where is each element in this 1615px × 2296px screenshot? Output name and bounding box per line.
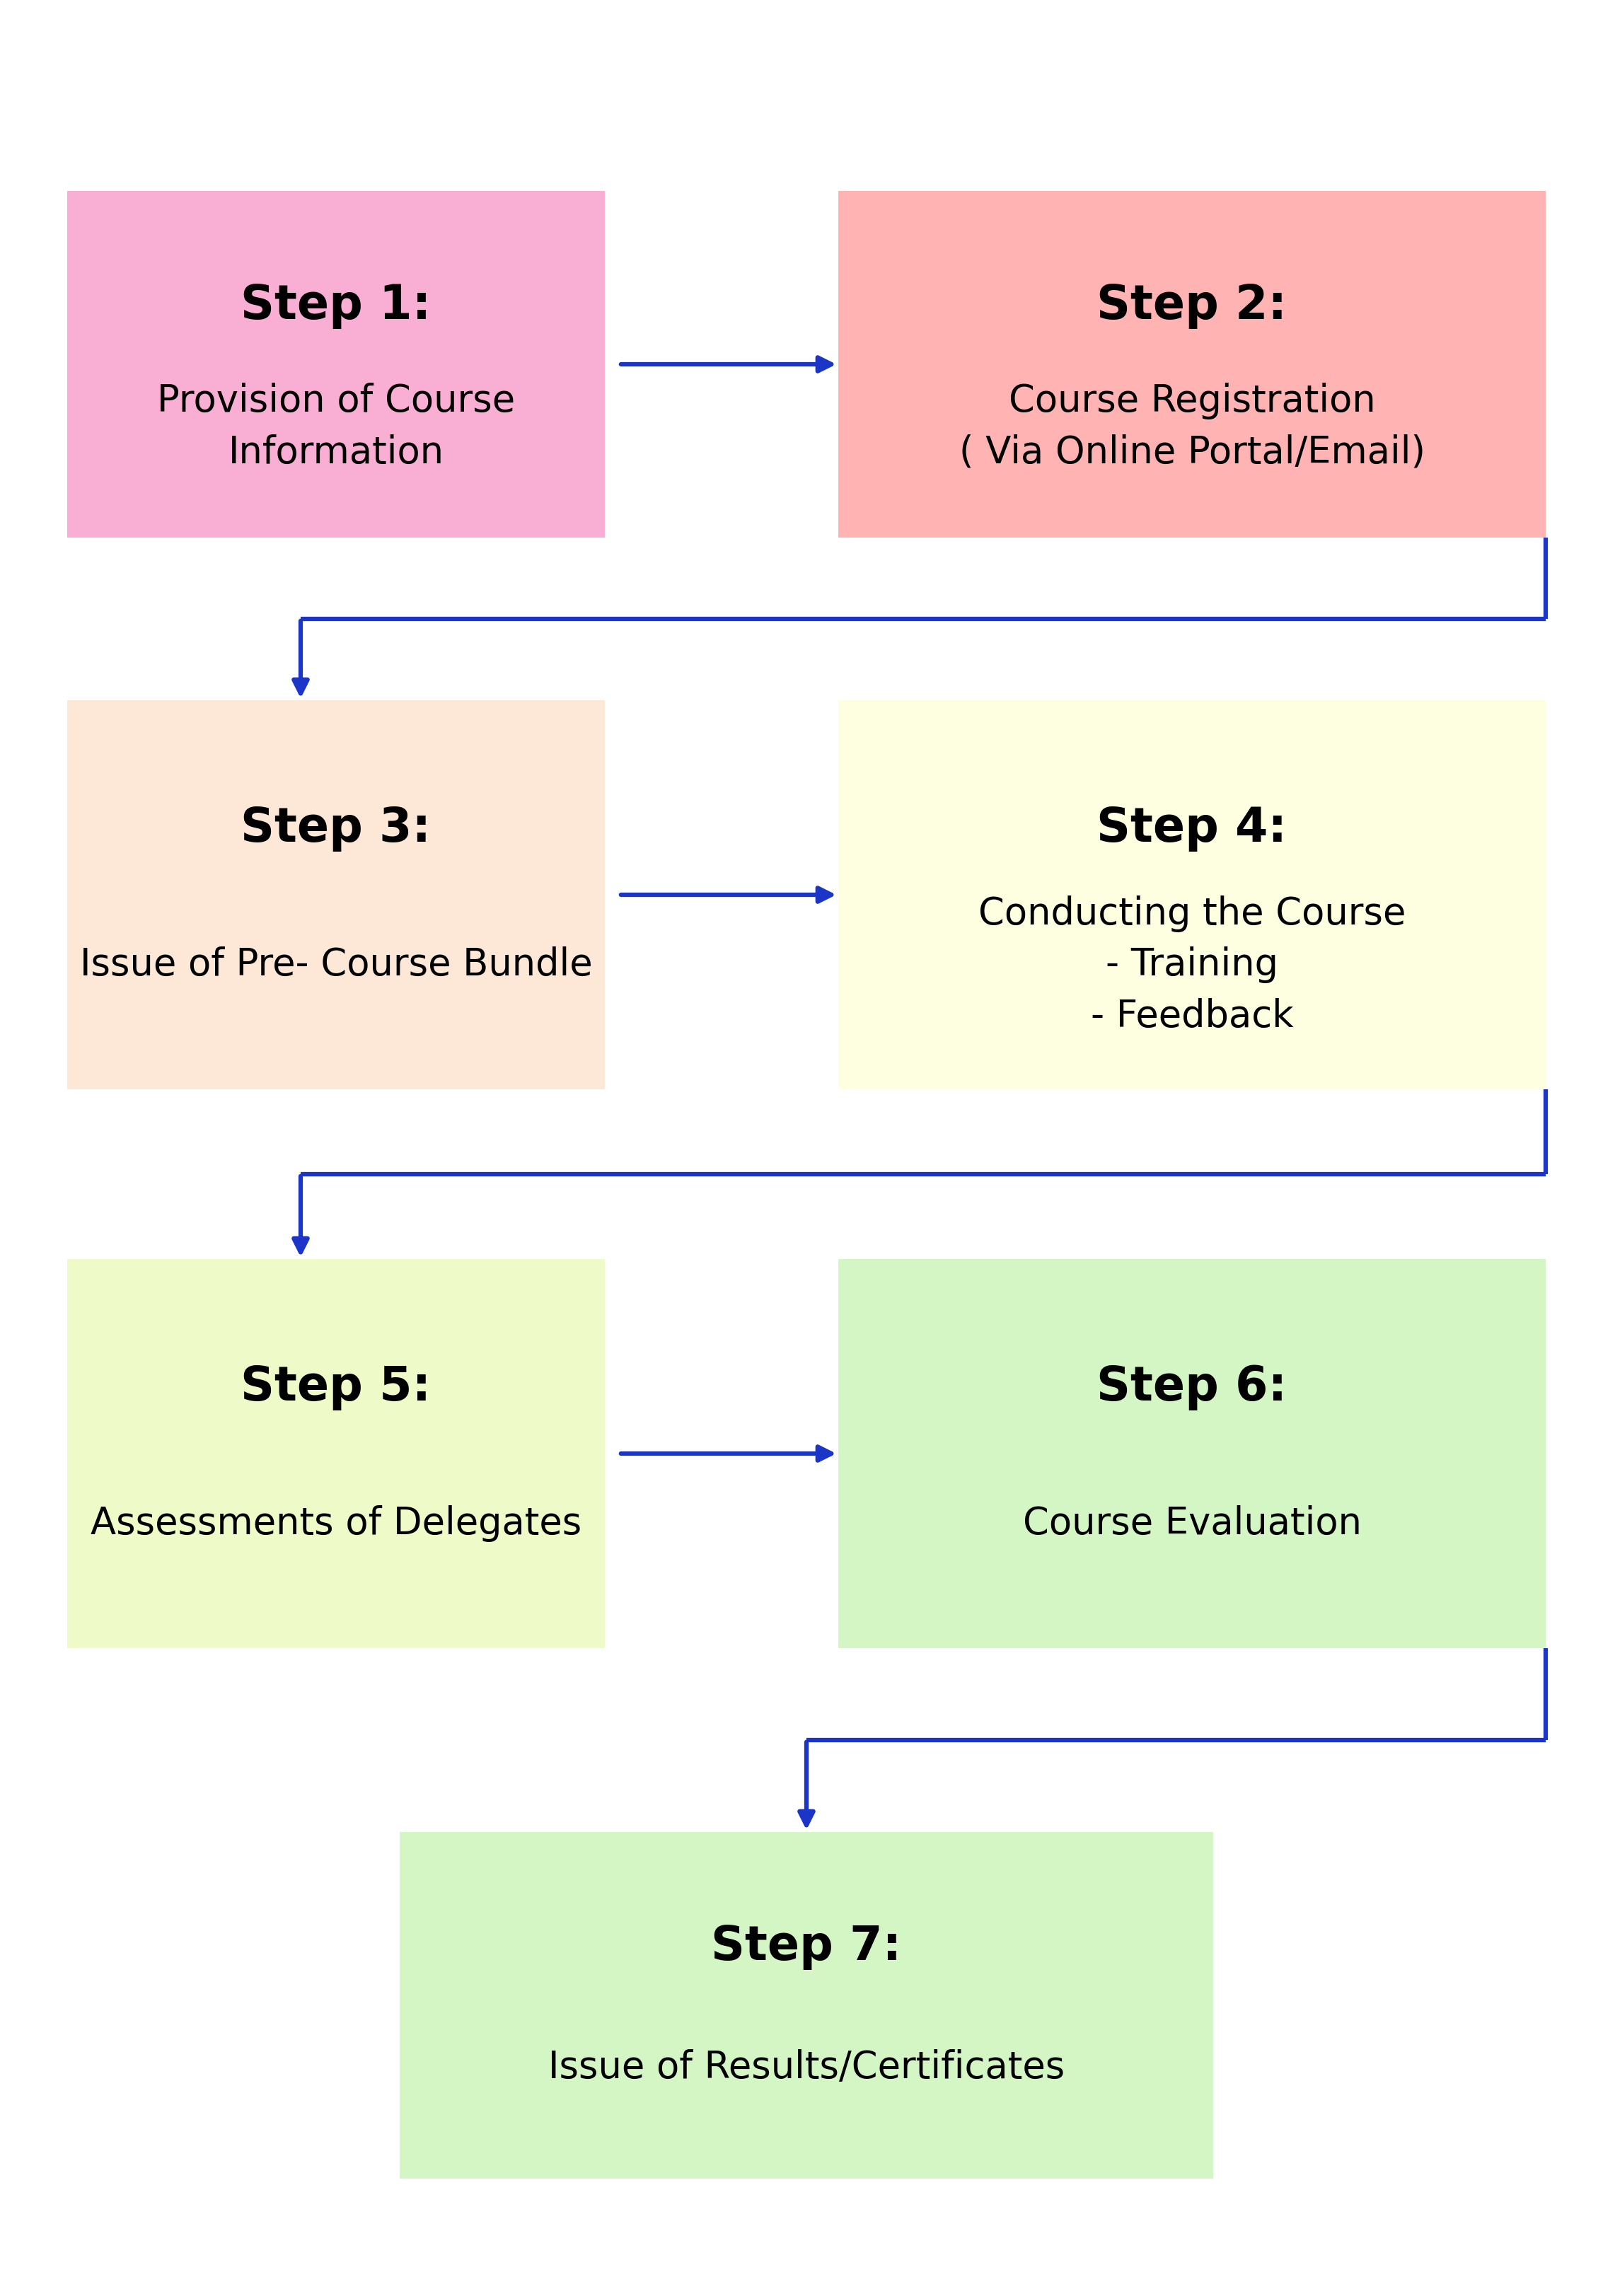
- FancyBboxPatch shape: [838, 700, 1546, 1088]
- Text: Course Evaluation: Course Evaluation: [1022, 1506, 1361, 1543]
- Text: Step 7:: Step 7:: [711, 1924, 901, 1970]
- FancyBboxPatch shape: [68, 191, 606, 537]
- Text: Step 6:: Step 6:: [1097, 1364, 1287, 1410]
- FancyBboxPatch shape: [838, 1258, 1546, 1649]
- Text: Step 5:: Step 5:: [241, 1364, 431, 1410]
- FancyBboxPatch shape: [68, 1258, 606, 1649]
- FancyBboxPatch shape: [399, 1832, 1213, 2179]
- Text: Step 3:: Step 3:: [241, 806, 431, 852]
- Text: Step 4:: Step 4:: [1097, 806, 1287, 852]
- Text: Issue of Pre- Course Bundle: Issue of Pre- Course Bundle: [79, 946, 593, 983]
- Text: Conducting the Course
- Training
- Feedback: Conducting the Course - Training - Feedb…: [979, 895, 1405, 1035]
- Text: Issue of Results/Certificates: Issue of Results/Certificates: [547, 2050, 1064, 2087]
- Text: Provision of Course
Information: Provision of Course Information: [157, 383, 515, 471]
- Text: Course Registration
( Via Online Portal/Email): Course Registration ( Via Online Portal/…: [959, 383, 1424, 471]
- FancyBboxPatch shape: [68, 700, 606, 1088]
- Text: Assessments of Delegates: Assessments of Delegates: [90, 1506, 581, 1543]
- Text: Step 1:: Step 1:: [241, 282, 431, 328]
- FancyBboxPatch shape: [838, 191, 1546, 537]
- Text: Step 2:: Step 2:: [1097, 282, 1287, 328]
